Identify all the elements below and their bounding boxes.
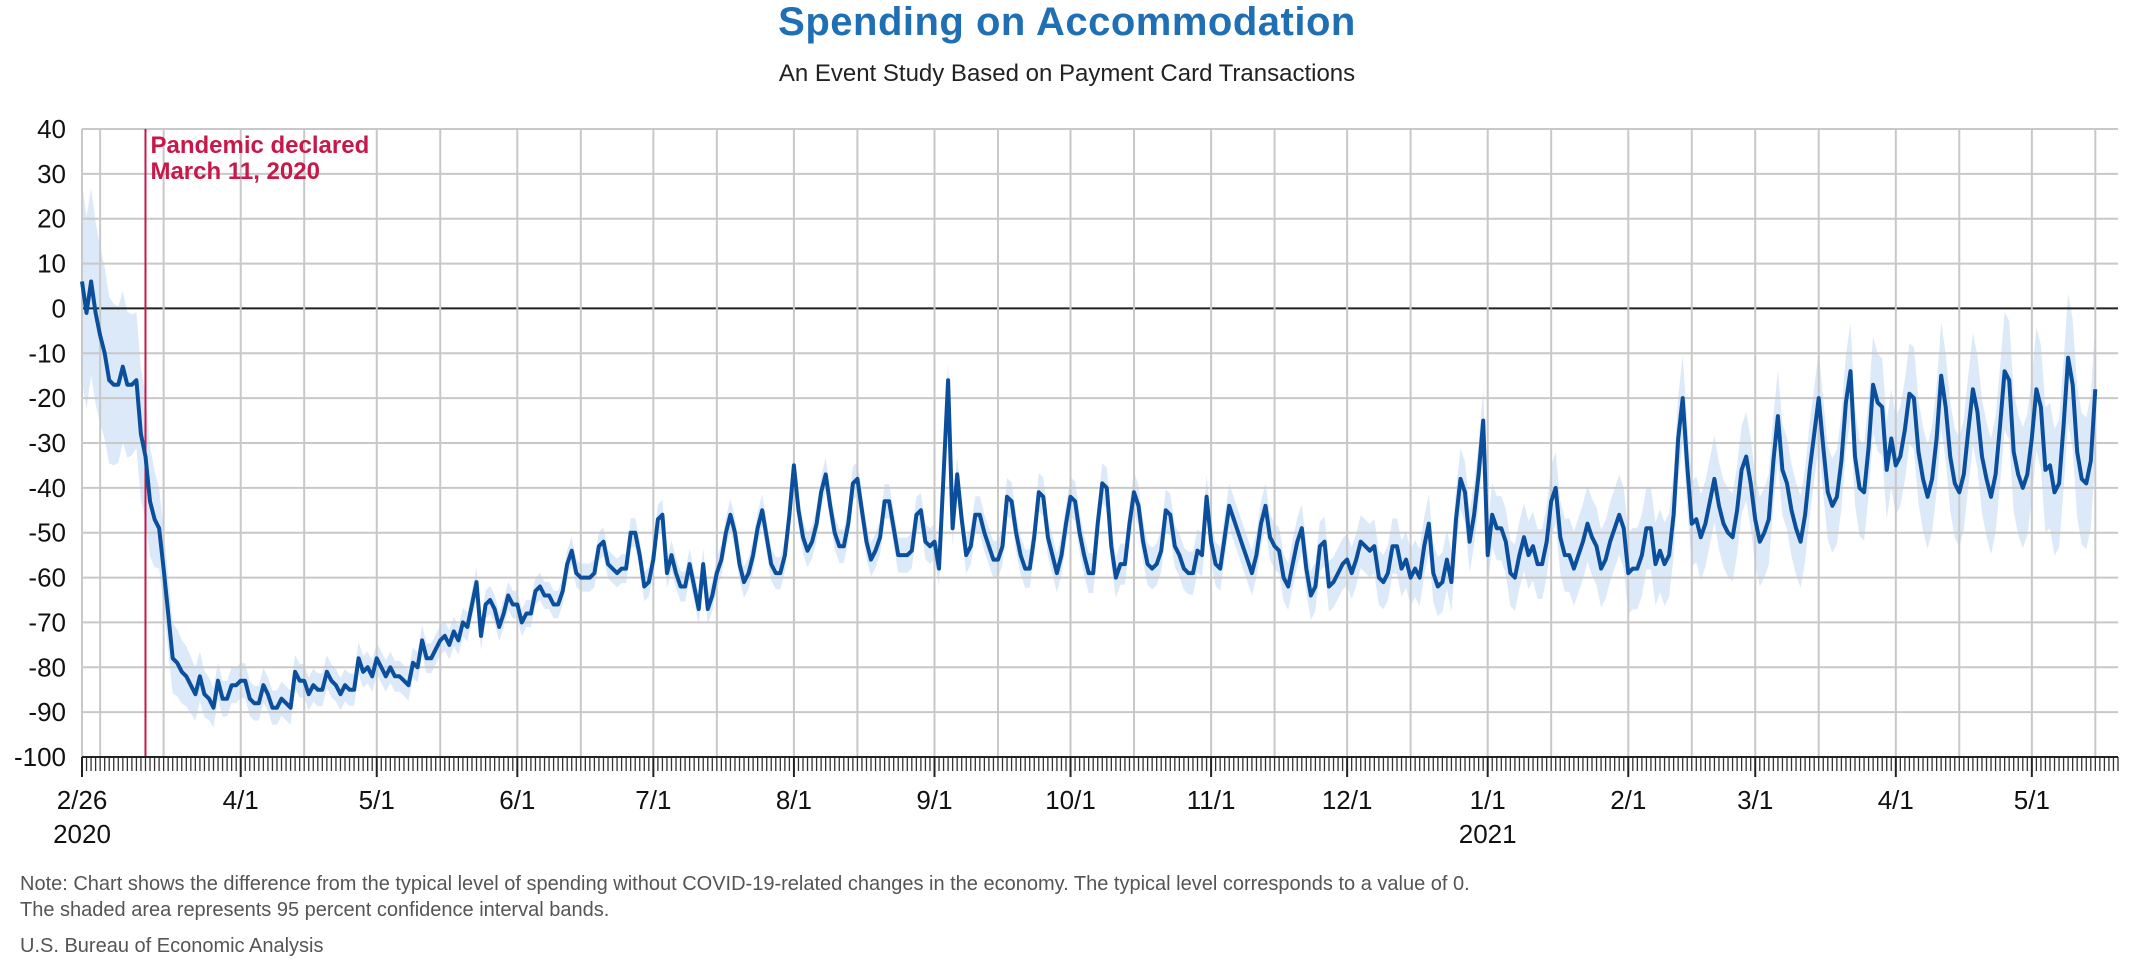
x-tick-label: 3/1 — [1737, 785, 1773, 815]
chart-note-line2: The shaded area represents 95 percent co… — [20, 899, 610, 921]
x-tick-year-label: 2020 — [53, 819, 111, 849]
chart-subtitle: An Event Study Based on Payment Card Tra… — [778, 60, 1356, 87]
confidence-interval-band — [82, 182, 2096, 728]
pandemic-annotation-line1: Pandemic declared — [150, 132, 369, 159]
y-tick-label: -20 — [28, 383, 66, 413]
accommodation-spending-line — [80, 279, 2098, 710]
x-tick-label: 4/1 — [223, 785, 259, 815]
y-tick-label: -50 — [28, 518, 66, 548]
y-tick-label: -30 — [28, 428, 66, 458]
x-tick-label: 4/1 — [1878, 785, 1914, 815]
x-tick-label: 10/1 — [1045, 785, 1096, 815]
annotation-layer: Pandemic declared March 11, 2020 — [144, 129, 369, 757]
x-tick-label: 6/1 — [499, 785, 535, 815]
chart-note-line1: Note: Chart shows the difference from th… — [20, 873, 1470, 895]
pandemic-annotation-line2: March 11, 2020 — [150, 158, 319, 185]
y-tick-label: -10 — [28, 338, 66, 368]
x-tick-label: 2/26 — [57, 785, 108, 815]
y-tick-label: 40 — [37, 114, 66, 144]
y-tick-label: 10 — [37, 249, 66, 279]
axis-layer: 40 30 20 10 0 -10 -20 -30 -40 -50 -60 -70 -80 -90 -100… — [14, 114, 2119, 849]
source-credit: U.S. Bureau of Economic Analysis — [20, 935, 324, 957]
y-tick-label: 30 — [37, 159, 66, 189]
series-line-layer — [80, 279, 2098, 710]
y-tick-label: -40 — [28, 473, 66, 503]
y-tick-label: -80 — [28, 652, 66, 682]
x-tick-label: 1/1 — [1470, 785, 1506, 815]
x-tick-label: 12/1 — [1322, 785, 1373, 815]
y-tick-label: 0 — [52, 293, 66, 323]
x-tick-label: 5/1 — [2014, 785, 2050, 815]
x-tick-year-label: 2021 — [1459, 819, 1517, 849]
x-tick-label: 11/1 — [1187, 785, 1236, 815]
grid-layer — [81, 128, 2118, 758]
y-tick-label: -70 — [28, 607, 66, 637]
x-tick-label: 5/1 — [359, 785, 395, 815]
y-tick-label: 20 — [37, 204, 66, 234]
chart-title: Spending on Accommodation — [778, 0, 1356, 44]
y-tick-label: -100 — [14, 742, 66, 772]
x-tick-label: 2/1 — [1610, 785, 1646, 815]
x-tick-label: 8/1 — [776, 785, 812, 815]
x-tick-label: 7/1 — [635, 785, 671, 815]
spending-line-chart: Pandemic declared March 11, 2020 40 30 20 1… — [14, 114, 2119, 849]
y-tick-label: -60 — [28, 563, 66, 593]
confidence-band-layer — [82, 182, 2096, 728]
y-tick-label: -90 — [28, 697, 66, 727]
x-tick-label: 9/1 — [916, 785, 952, 815]
